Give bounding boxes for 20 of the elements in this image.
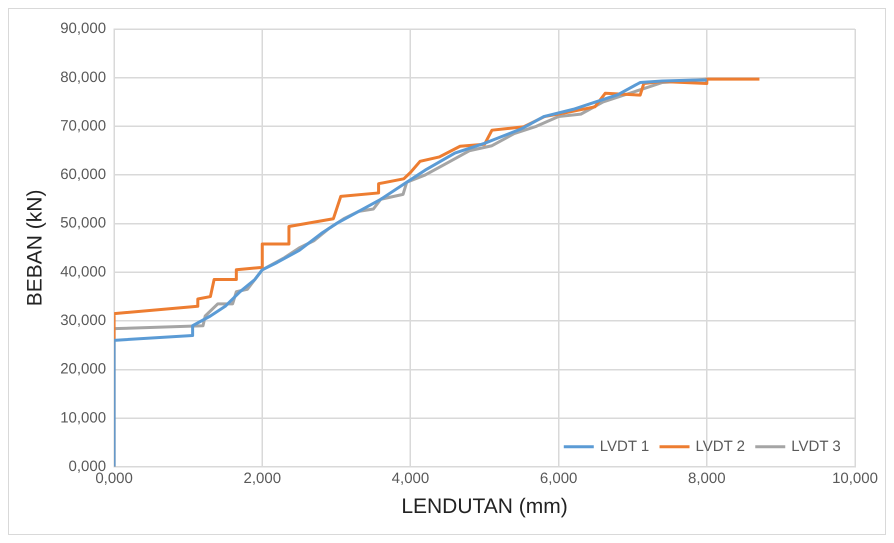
y-tick-label: 70,000 xyxy=(60,117,106,134)
legend-label: LVDT 1 xyxy=(600,438,650,455)
y-tick-label: 20,000 xyxy=(60,360,106,378)
x-axis-title: LENDUTAN (mm) xyxy=(401,495,568,518)
legend-label: LVDT 3 xyxy=(791,438,841,455)
y-tick-label: 10,000 xyxy=(60,409,106,426)
x-tick-label: 8,000 xyxy=(688,470,726,487)
y-tick-label: 90,000 xyxy=(60,20,106,38)
y-axis-title: BEBAN (kN) xyxy=(23,190,46,306)
x-tick-label: 6,000 xyxy=(540,470,578,487)
y-tick-label: 30,000 xyxy=(60,312,106,330)
x-tick-label: 4,000 xyxy=(392,470,430,487)
y-tick-label: 60,000 xyxy=(60,166,106,184)
x-tick-label: 10,000 xyxy=(832,470,878,487)
x-tick-label: 2,000 xyxy=(243,470,282,487)
legend-label: LVDT 2 xyxy=(696,438,745,455)
x-tick-label: 0,000 xyxy=(95,470,133,487)
y-tick-label: 50,000 xyxy=(60,214,106,232)
y-tick-label: 80,000 xyxy=(60,68,106,86)
y-tick-label: 40,000 xyxy=(60,263,106,280)
